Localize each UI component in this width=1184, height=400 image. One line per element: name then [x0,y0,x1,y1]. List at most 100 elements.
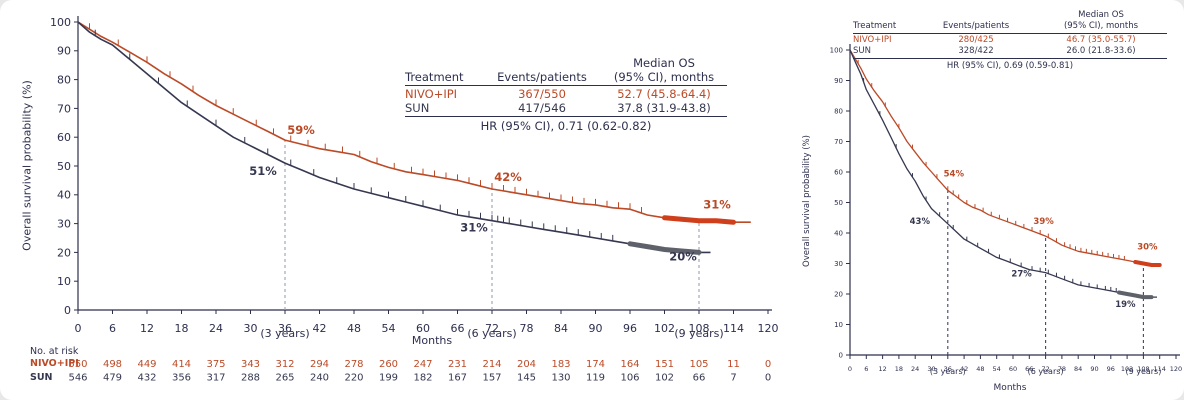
median-os-value: 52.7 (45.8-64.4) [617,87,711,101]
col-events-patients: Events/patients [497,70,587,84]
risk-count: 145 [517,373,536,384]
events-patients-value: 367/550 [518,87,566,101]
risk-count: 414 [172,359,191,370]
x-tick-label: 48 [976,365,984,373]
risk-count: 102 [655,373,674,384]
treatment-name: SUN [853,46,871,56]
y-tick-label: 20 [834,290,843,298]
x-tick-label: 60 [416,322,430,335]
stats-row-nivo: NIVO+IPI 280/425 46.7 (35.0-55.7) [853,35,1167,46]
risk-count: 278 [344,359,363,370]
x-tick-label: 120 [1170,365,1182,373]
y-tick-label: 30 [57,217,71,230]
risk-count: 356 [172,373,191,384]
x-tick-label: 54 [993,365,1001,373]
km-curve-1 [849,49,1157,298]
survival-rate-label: 20% [669,249,697,263]
median-os-header-row: Median OS [405,56,727,70]
survival-rate-label: 27% [1011,270,1032,280]
x-tick-label: 84 [554,322,568,335]
treatment-name: NIVO+IPI [853,35,892,45]
risk-count: 294 [310,359,329,370]
x-tick-label: 90 [589,322,603,335]
x-tick-label: 84 [1074,365,1082,373]
censor-cluster-block [627,241,702,255]
x-tick-label: 30 [244,322,258,335]
year-label: (9 years) [674,327,723,340]
x-tick-label: 96 [623,322,637,335]
x-tick-label: 42 [960,365,968,373]
risk-count: 119 [586,373,605,384]
risk-count: 174 [586,359,605,370]
y-tick-label: 20 [57,246,71,259]
x-tick-label: 18 [895,365,903,373]
y-tick-label: 0 [839,351,843,359]
survival-rate-label: 43% [910,217,931,227]
col-median-ci: (95% CI), months [613,70,715,84]
x-tick-label: 108 [1137,365,1149,373]
col-treatment: Treatment [853,21,897,31]
x-tick-label: 78 [1058,365,1066,373]
x-tick-label: 12 [140,322,154,335]
stats-table-right: Median OS Treatment Events/patients (95%… [853,10,1167,71]
survival-rate-label: 59% [287,123,315,137]
censor-cluster-block [1117,290,1154,300]
risk-count: 157 [482,373,501,384]
y-tick-label: 10 [57,275,71,288]
survival-rate-label: 51% [249,164,277,178]
year-label: (9 years) [1125,367,1161,376]
median-os-value: 37.8 (31.9-43.8) [617,101,711,115]
survival-rate-label: 42% [494,170,522,184]
risk-count: 288 [241,373,260,384]
risk-row-name-sun: SUN [30,371,53,383]
median-os-header-row: Median OS [853,10,1167,21]
risk-count: 479 [103,373,122,384]
risk-count: 66 [693,373,706,384]
col-median-ci: (95% CI), months [1063,21,1139,31]
risk-count: 550 [68,359,87,370]
risk-count: 105 [689,359,708,370]
risk-count: 375 [206,359,225,370]
km-curve-0 [849,49,1160,266]
x-tick-label: 66 [1025,365,1033,373]
year-label: (3 years) [260,327,309,340]
stats-row-sun: SUN 417/546 37.8 (31.9-43.8) [405,101,727,115]
x-tick-label: 72 [1041,365,1049,373]
y-tick-label: 50 [834,199,843,207]
x-tick-label: 66 [451,322,465,335]
x-tick-label: 0 [848,365,852,373]
y-tick-label: 70 [57,102,71,115]
stats-table-left: Median OS Treatment Events/patients (95%… [405,56,727,133]
x-tick-label: 72 [485,322,499,335]
events-patients-value: 280/425 [958,35,994,45]
x-tick-label: 78 [520,322,534,335]
x-tick-label: 96 [1107,365,1115,373]
x-tick-label: 102 [1121,365,1133,373]
y-axis-title-right: Overall survival probability (%) [802,135,812,267]
censor-cluster-block [662,215,736,225]
x-tick-label: 120 [758,322,779,335]
risk-count: 130 [551,373,570,384]
x-tick-label: 114 [1153,365,1165,373]
risk-count: 343 [241,359,260,370]
risk-count: 0 [765,373,771,384]
x-tick-label: 36 [278,322,292,335]
risk-count: 182 [413,373,432,384]
y-tick-label: 40 [57,189,71,202]
median-os-header: Median OS [1078,10,1124,20]
risk-count: 498 [103,359,122,370]
y-tick-label: 60 [57,131,71,144]
median-os-header: Median OS [633,56,695,70]
x-tick-label: 0 [75,322,82,335]
risk-count: 11 [727,359,740,370]
x-tick-label: 6 [864,365,868,373]
survival-rate-label: 31% [703,198,731,212]
x-tick-label: 102 [654,322,675,335]
y-tick-label: 0 [64,304,71,317]
risk-count: 247 [413,359,432,370]
x-tick-label: 48 [347,322,361,335]
col-treatment: Treatment [405,70,464,84]
x-tick-label: 6 [109,322,116,335]
x-tick-label: 12 [878,365,886,373]
